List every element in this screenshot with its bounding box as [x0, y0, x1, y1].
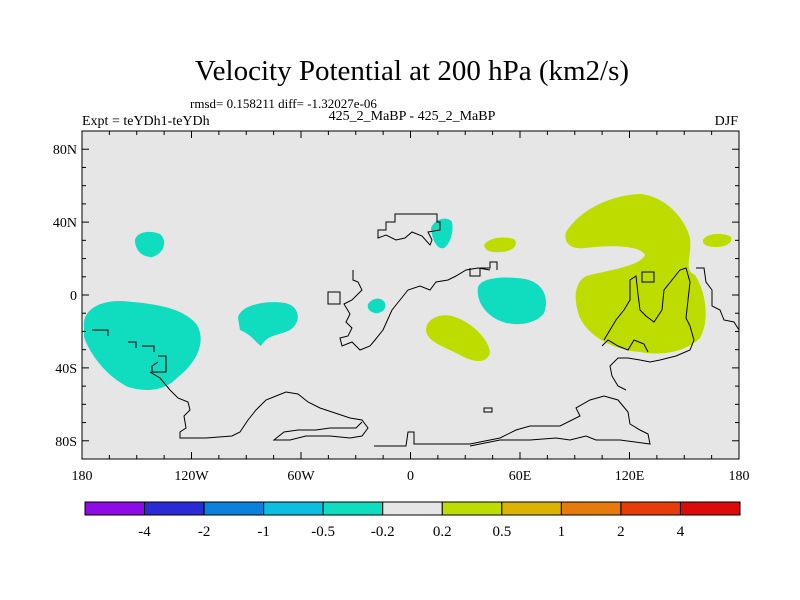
map-panel: 180 120W 60W 0 60E 120E 180 80N 40N 0 40S 80S — [53, 130, 750, 484]
coastline-middle-east — [469, 261, 498, 277]
x-tick-label: 60W — [287, 469, 315, 484]
colorbar-label: -4 — [138, 524, 151, 540]
coastline-square-atlantic — [327, 291, 341, 305]
colorbar-swatch — [679, 501, 741, 516]
y-tick-label: 40S — [55, 362, 77, 377]
x-tick-label: 180 — [729, 469, 750, 484]
x-tick-label: 120W — [174, 469, 209, 484]
axis-ticks — [81, 131, 740, 459]
region-pos-asia-small — [484, 237, 516, 253]
region-neg-mediterranean — [431, 218, 453, 249]
coastline-north-africa-europe — [377, 213, 441, 246]
coastline-southeast-asia — [603, 267, 695, 391]
colorbar-label: 1 — [558, 524, 566, 540]
colorbar-swatch — [382, 501, 443, 516]
colorbar-swatch — [501, 501, 562, 516]
colorbar-swatch — [560, 501, 622, 516]
colorbar-swatch — [144, 501, 205, 516]
colorbar-label: 2 — [617, 524, 625, 540]
colorbar — [84, 501, 741, 516]
colorbar-swatch — [441, 501, 503, 516]
case-label: 425_2_MaBP - 425_2_MaBP — [329, 109, 496, 124]
colorbar-label: -2 — [198, 524, 211, 540]
coastline-japan — [641, 271, 655, 283]
region-pos-central-pacific — [702, 233, 732, 247]
colorbar-swatch — [322, 501, 384, 516]
season-label: DJF — [715, 114, 739, 129]
y-tick-label: 80N — [53, 143, 77, 158]
region-neg-atlantic — [367, 298, 386, 314]
region-neg-south-america — [238, 302, 298, 346]
coastline-africa — [339, 267, 491, 351]
colorbar-label: -1 — [257, 524, 270, 540]
coastline-east-pacific — [696, 267, 740, 331]
chart-title: Velocity Potential at 200 hPa (km2/s) — [195, 55, 629, 87]
coastline-antarctic-islet — [483, 407, 493, 413]
stats-label: rmsd= 0.158211 diff= -1.32027e-06 — [190, 96, 377, 111]
colorbar-label: -0.5 — [311, 524, 335, 540]
coastline-new-guinea — [601, 339, 649, 353]
colorbar-label: 4 — [677, 524, 685, 540]
y-tick-label: 0 — [70, 289, 77, 304]
axis-tick-labels: 180 120W 60W 0 60E 120E 180 80N 40N 0 40S 80S — [53, 143, 750, 484]
x-tick-label: 180 — [72, 469, 93, 484]
y-tick-label: 40N — [53, 216, 77, 231]
colorbar-label: 0.5 — [492, 524, 511, 540]
region-pos-west-pacific — [565, 194, 706, 354]
coastline-antarctica — [149, 371, 651, 447]
region-pos-south-africa — [426, 315, 490, 362]
colorbar-swatch — [620, 501, 681, 516]
experiment-label: Expt = teYDh1-teYDh — [82, 114, 210, 129]
coastlines — [92, 213, 740, 447]
colorbar-label: 0.2 — [433, 524, 452, 540]
colorbar-swatch — [203, 501, 265, 516]
region-neg-north-pacific — [134, 231, 165, 257]
colorbar-swatch — [84, 501, 146, 516]
colorbar-label: -0.2 — [371, 524, 395, 540]
coastline-pacific-islands — [128, 341, 167, 373]
x-tick-label: 60E — [509, 469, 532, 484]
region-neg-indian-ocean — [477, 277, 546, 325]
x-tick-label: 0 — [407, 469, 414, 484]
coastline-south-america-west — [92, 329, 109, 336]
y-tick-label: 80S — [55, 435, 77, 450]
colorbar-labels: -4 -2 -1 -0.5 -0.2 0.2 0.5 1 2 4 — [138, 524, 684, 540]
colorbar-swatch — [263, 501, 324, 516]
x-tick-label: 120E — [615, 469, 645, 484]
